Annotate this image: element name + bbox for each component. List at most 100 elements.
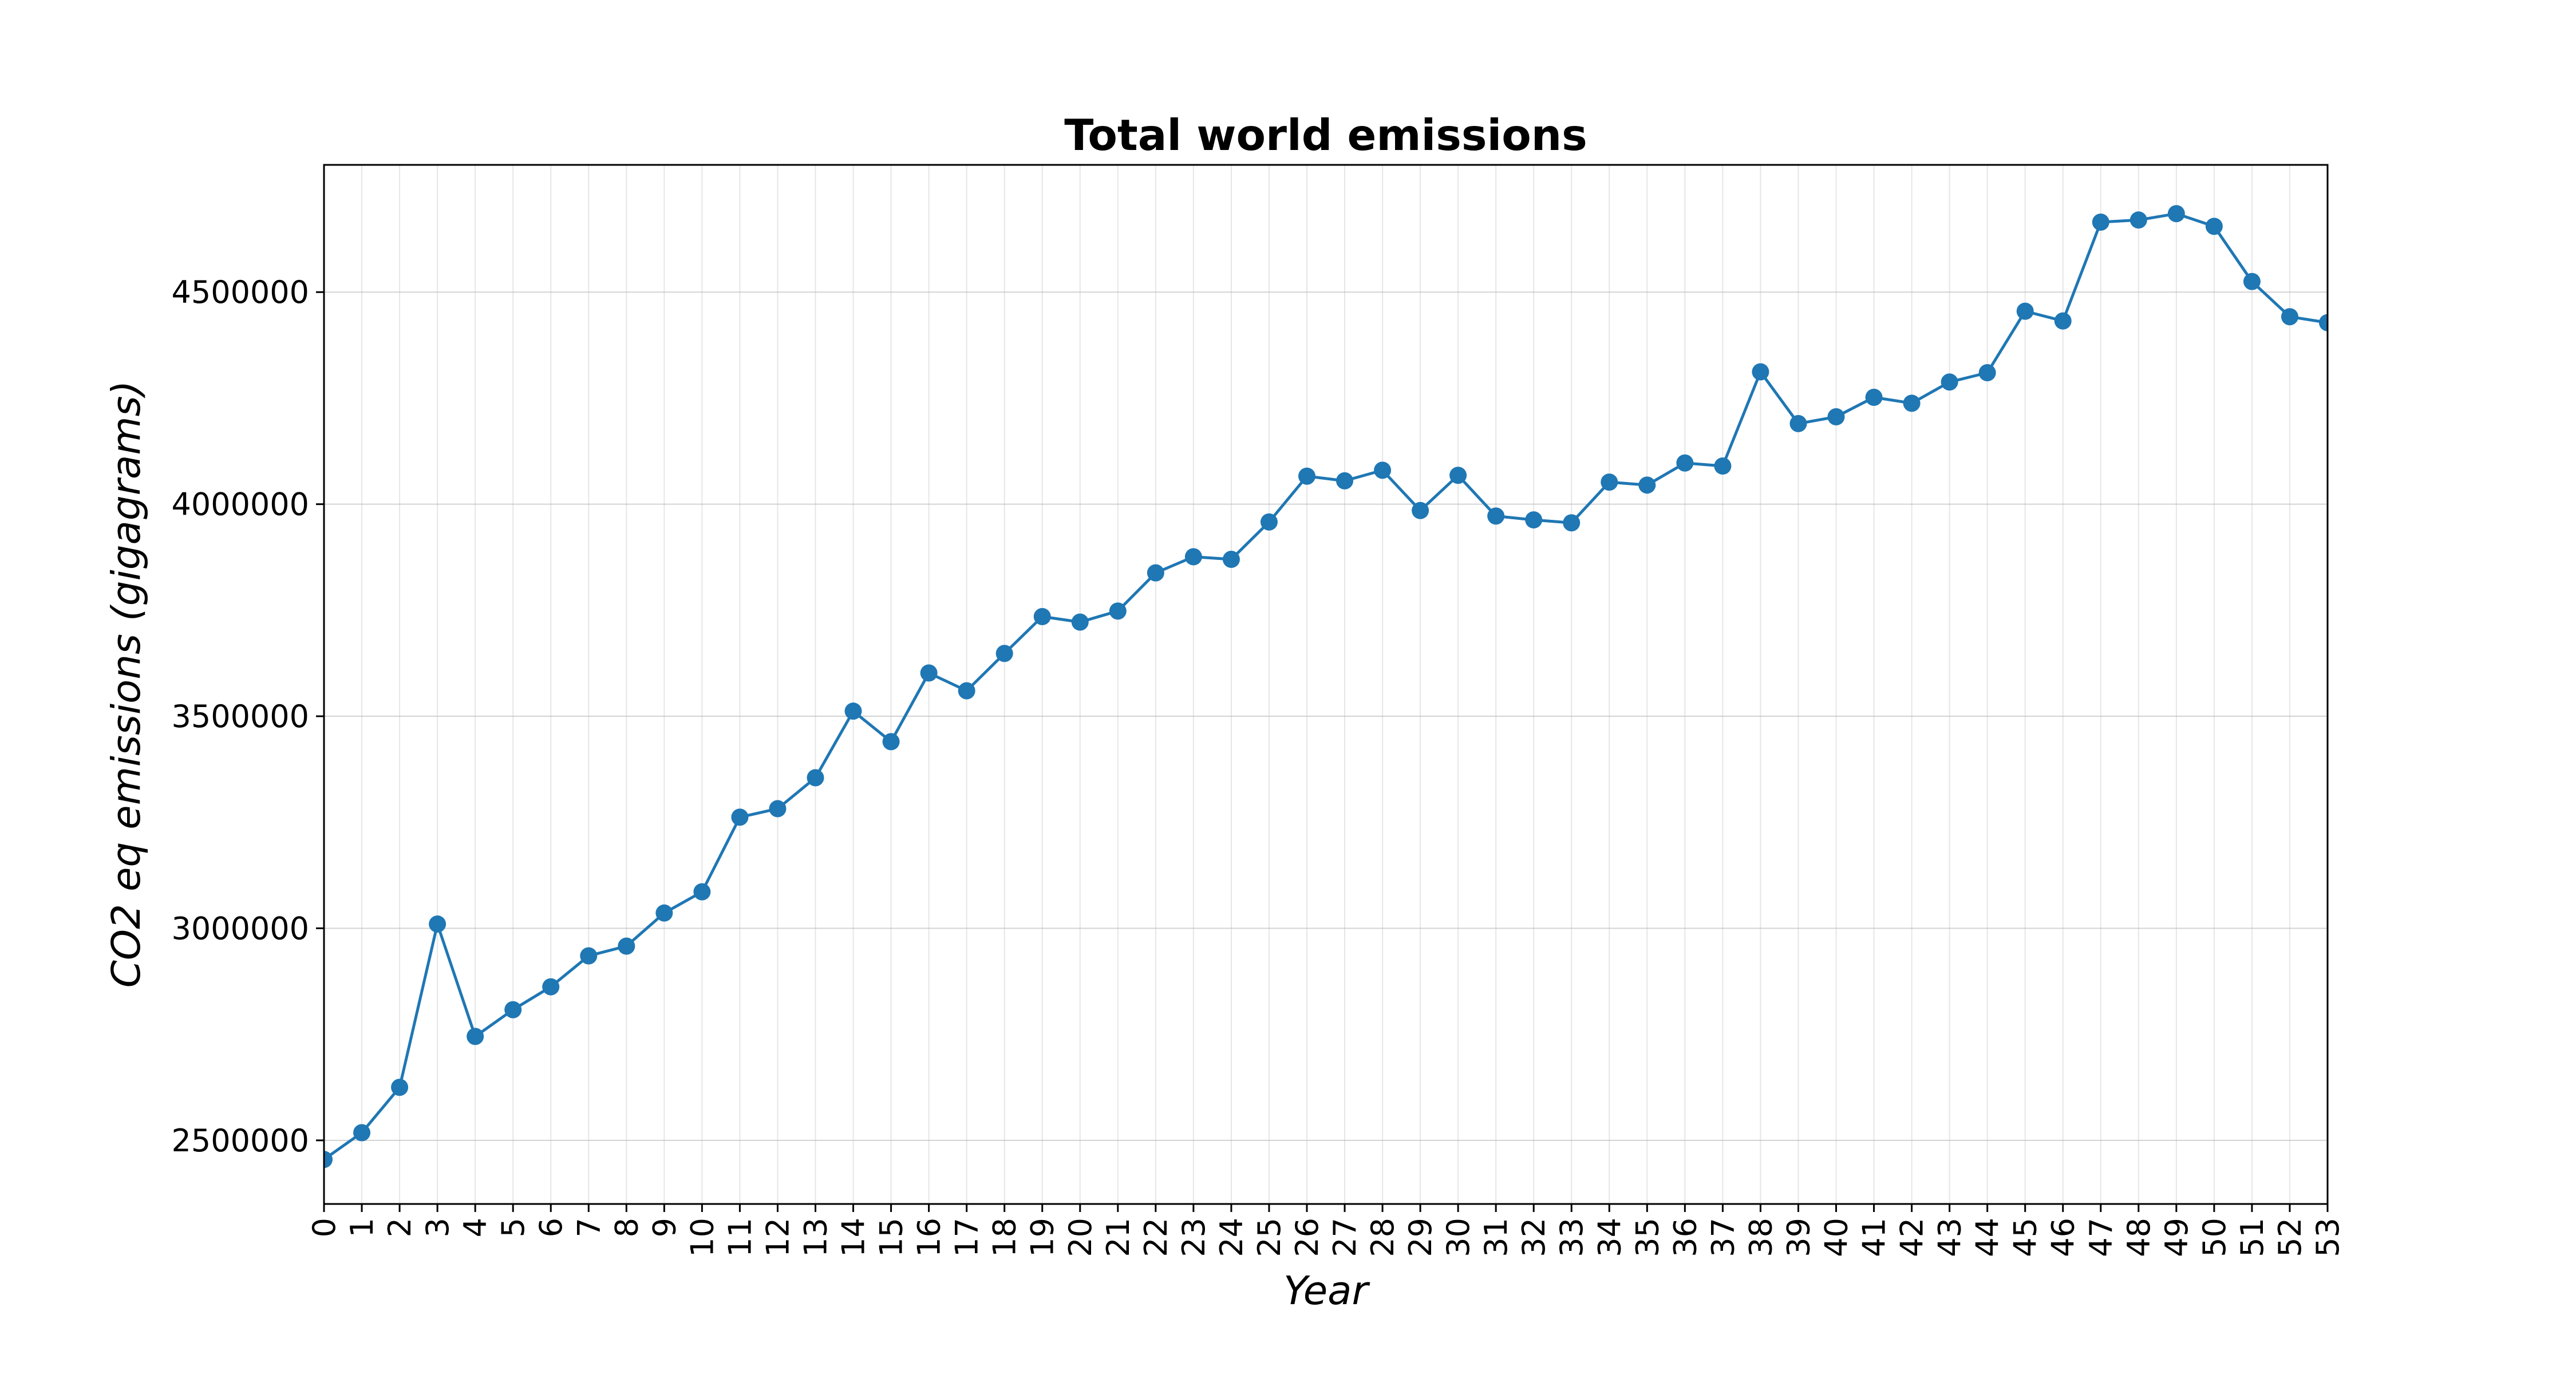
x-tick-label: 46: [2045, 1218, 2081, 1257]
plot-frame: [323, 164, 2329, 1205]
x-tick-label: 36: [1667, 1218, 1703, 1257]
x-tick-label: 31: [1478, 1218, 1514, 1257]
data-point: [1412, 502, 1429, 519]
data-point: [1941, 373, 1958, 391]
data-point: [353, 1124, 371, 1142]
x-tick-label: 32: [1516, 1218, 1552, 1257]
data-point: [1563, 514, 1581, 532]
y-axis-label: CO2 eq emissions (gigagrams): [104, 381, 149, 988]
x-tick-label: 11: [722, 1218, 758, 1257]
x-tick-label: 6: [533, 1218, 569, 1237]
data-point: [1260, 513, 1278, 531]
x-tick-label: 52: [2272, 1218, 2308, 1257]
y-tick-label: 2500000: [172, 1123, 310, 1159]
x-tick-label: 34: [1591, 1218, 1627, 1257]
x-tick-label: 42: [1894, 1218, 1930, 1257]
data-point: [2092, 214, 2109, 231]
data-point: [1827, 408, 1845, 426]
x-tick-label: 10: [684, 1218, 720, 1257]
data-point: [1676, 454, 1694, 472]
series-line: [323, 212, 2328, 1161]
data-point: [2319, 314, 2328, 331]
series: [323, 205, 2328, 1168]
data-point: [1298, 467, 1315, 485]
x-tick-label: 13: [797, 1218, 833, 1257]
x-tick-label: 9: [646, 1218, 682, 1237]
x-tick-label: 25: [1251, 1218, 1287, 1257]
x-axis-label: Year: [1283, 1268, 1370, 1314]
x-tick-label: 47: [2083, 1218, 2119, 1257]
data-point: [618, 937, 635, 955]
data-point: [1109, 602, 1127, 620]
data-point: [693, 883, 711, 901]
data-point: [1336, 472, 1354, 489]
data-point: [467, 1028, 484, 1045]
x-tick-label: 20: [1062, 1218, 1099, 1257]
x-tick-label: 37: [1705, 1218, 1741, 1257]
data-point: [542, 978, 560, 996]
x-tick-label: 43: [1932, 1218, 1968, 1257]
x-tick-label: 49: [2159, 1218, 2195, 1257]
data-point: [1147, 564, 1164, 582]
data-point: [769, 800, 787, 818]
x-tick-label: 39: [1780, 1218, 1816, 1257]
data-point: [1525, 511, 1543, 529]
x-tick-label: 4: [457, 1218, 493, 1237]
x-tick-label: 12: [760, 1218, 796, 1257]
data-point: [1071, 613, 1089, 631]
grid: [323, 165, 2328, 1204]
data-point: [1184, 548, 1202, 566]
y-tick-label: 4500000: [172, 274, 310, 310]
data-point: [2281, 308, 2298, 326]
x-tick-label: 33: [1554, 1218, 1590, 1257]
x-tick-label: 22: [1138, 1218, 1174, 1257]
data-point: [429, 915, 447, 933]
data-point: [1487, 507, 1505, 525]
y-tick-label: 3500000: [172, 698, 310, 735]
x-tick-label: 15: [874, 1218, 910, 1257]
data-point: [731, 808, 749, 826]
x-tick-label: 41: [1856, 1218, 1893, 1257]
y-tick-label: 4000000: [172, 487, 310, 523]
x-tick-label: 23: [1176, 1218, 1212, 1257]
x-tick-label: 27: [1327, 1218, 1363, 1257]
data-point: [1638, 476, 1656, 494]
x-tick-label: 29: [1402, 1218, 1439, 1257]
x-tick-label: 45: [2008, 1218, 2044, 1257]
data-point: [391, 1079, 409, 1096]
x-tick-label: 30: [1440, 1218, 1476, 1257]
x-tick-label: 24: [1214, 1218, 1250, 1257]
x-tick-label: 50: [2196, 1218, 2233, 1257]
x-tick-label: 19: [1025, 1218, 1061, 1257]
x-tick-label: 53: [2310, 1218, 2346, 1257]
data-point: [844, 702, 862, 720]
data-point: [1033, 607, 1051, 625]
x-tick-label: 21: [1100, 1218, 1136, 1257]
data-point: [1714, 457, 1732, 475]
data-point: [995, 645, 1013, 662]
data-points: [324, 205, 2328, 1168]
x-tick-label: 17: [949, 1218, 985, 1257]
data-point: [1601, 473, 1618, 491]
x-tick-label: 28: [1365, 1218, 1401, 1257]
x-tick-label: 2: [382, 1218, 418, 1237]
chart-title: Total world emissions: [1064, 110, 1587, 160]
x-tick-label: 26: [1289, 1218, 1325, 1257]
data-point: [1903, 394, 1921, 412]
x-tick-label: 7: [571, 1218, 607, 1237]
x-tick-label: 14: [836, 1218, 872, 1257]
x-tick-label: 35: [1629, 1218, 1665, 1257]
data-point: [1865, 388, 1883, 406]
x-tick-label: 18: [987, 1218, 1023, 1257]
x-tick-label: 38: [1743, 1218, 1779, 1257]
data-point: [2243, 273, 2261, 290]
x-tick-label: 44: [1970, 1218, 2006, 1257]
x-tick-label: 48: [2121, 1218, 2157, 1257]
y-tick-label: 3000000: [172, 910, 310, 946]
data-point: [2054, 312, 2072, 330]
data-point: [958, 682, 975, 700]
data-point: [1222, 550, 1240, 568]
x-tick-label: 5: [495, 1218, 531, 1237]
data-point: [1789, 414, 1807, 432]
axis-ticks: 0 1 2 3 4 5 6 7 8 9 10 11 12 13 14 15 16 17 18 19 20 21 22 23 24…: [172, 274, 2346, 1257]
